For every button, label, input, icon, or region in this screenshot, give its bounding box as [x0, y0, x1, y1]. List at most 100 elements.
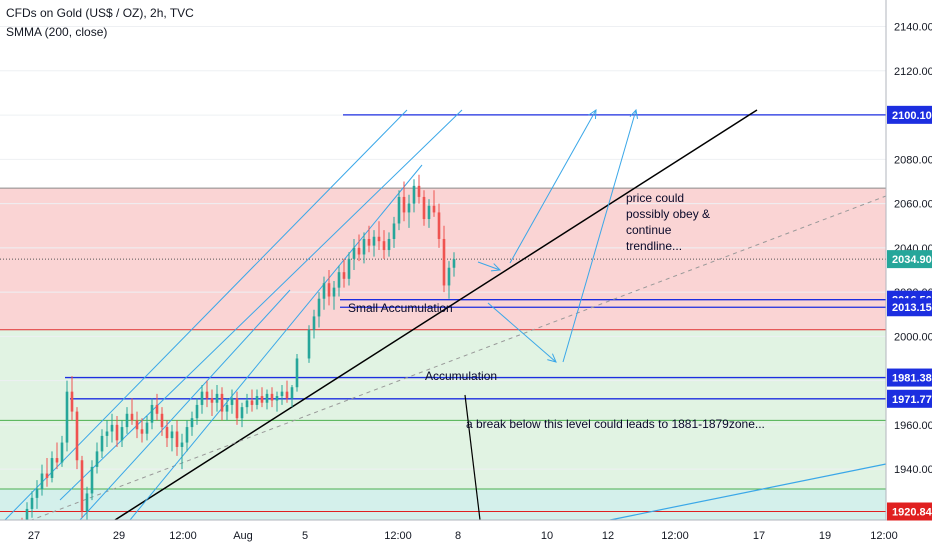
arrow-up-target-2-head — [629, 108, 638, 119]
x-tick-label: 27 — [28, 530, 40, 542]
y-tick-label: 1940.00 — [894, 464, 932, 476]
candle-body — [225, 404, 229, 412]
x-tick-label: 5 — [302, 530, 308, 542]
candle-body — [145, 422, 149, 434]
candle-body — [422, 196, 426, 220]
arrow-down-accumulation — [487, 302, 557, 363]
grid-layer — [0, 26, 886, 470]
candle-body — [210, 398, 214, 403]
candle-body — [60, 442, 64, 463]
dashed-trendline — [0, 195, 887, 533]
candle-body — [40, 473, 44, 490]
candle-body — [205, 391, 209, 399]
candle-body — [50, 458, 54, 478]
channel-line-1 — [4, 109, 408, 521]
candle-body — [235, 398, 239, 419]
candle-body — [110, 424, 114, 432]
channel-line-2 — [59, 109, 463, 501]
candle-body — [407, 203, 411, 213]
candle-body — [195, 404, 199, 419]
candle-body — [180, 442, 184, 447]
candle-body — [115, 424, 119, 441]
candle-body — [387, 238, 391, 251]
price-badge — [887, 502, 932, 521]
candle-body — [362, 238, 366, 255]
channel-line-4 — [129, 164, 423, 521]
drawings-layer — [0, 108, 887, 533]
x-tick-label: 12:00 — [169, 530, 197, 542]
candle-body — [230, 398, 234, 405]
candle-body — [260, 396, 264, 403]
arrow-to-trendline — [477, 261, 501, 271]
x-tick-label: 8 — [455, 530, 461, 542]
candle-body — [447, 267, 451, 286]
candle-body — [90, 466, 94, 494]
candle-body — [105, 431, 109, 436]
candle-body — [270, 393, 274, 401]
candle-body — [120, 427, 124, 441]
candle-body — [45, 473, 49, 478]
candle-body — [35, 489, 39, 498]
horizontal-levels-layer — [0, 114, 886, 513]
candle-body — [372, 236, 376, 246]
candle-body — [392, 223, 396, 239]
y-tick-label: 1960.00 — [894, 420, 932, 432]
y-tick-label: 2120.00 — [894, 66, 932, 78]
price-badge-label: 1981.38 — [892, 373, 932, 385]
price-badge-label: 2100.10 — [892, 110, 932, 122]
candle-body — [85, 493, 89, 512]
candle-body — [442, 238, 446, 286]
candle-body — [140, 429, 144, 434]
candle-body — [155, 404, 159, 414]
support-zone — [0, 329, 886, 490]
candle-body — [245, 400, 249, 408]
price-badge — [887, 250, 932, 269]
candle-body — [357, 247, 361, 255]
trendline-note-line: possibly obey & — [626, 207, 710, 221]
arrow-up-target-head — [588, 108, 597, 120]
x-tick-label: 19 — [819, 530, 831, 542]
y-tick-label: 2140.00 — [894, 22, 932, 34]
candle-body — [250, 400, 254, 405]
y-tick-label: 2080.00 — [894, 154, 932, 166]
candle-body — [150, 404, 154, 423]
x-tick-label: 12:00 — [384, 530, 412, 542]
candle-body — [215, 393, 219, 403]
price-badge-label: 1920.84 — [892, 507, 932, 519]
candle-body — [337, 272, 341, 288]
candle-body — [95, 451, 99, 467]
time-axis-bg — [0, 520, 932, 550]
candle-body — [275, 396, 279, 401]
candle-body — [317, 298, 321, 317]
price-badge — [887, 105, 932, 124]
price-badge-label: 2034.90 — [892, 254, 932, 266]
candle-body — [125, 413, 129, 428]
trendline-note-line: price could — [626, 191, 684, 205]
candle-body — [452, 259, 456, 268]
candle-body — [352, 247, 356, 259]
lower-trendline — [609, 463, 887, 521]
candle-body — [290, 387, 294, 399]
x-tick-label: 17 — [753, 530, 765, 542]
arrow-to-trendline-head — [490, 263, 502, 272]
x-tick-label: 10 — [541, 530, 553, 542]
accumulation-label: Accumulation — [425, 369, 497, 383]
candle-body — [175, 431, 179, 447]
candle-body — [377, 236, 381, 242]
candle-body — [70, 391, 74, 412]
candle-body — [75, 411, 79, 461]
candle-body — [55, 458, 59, 463]
candle-body — [240, 407, 244, 419]
candle-body — [135, 420, 139, 430]
candle-body — [100, 435, 104, 452]
candle-body — [200, 391, 204, 405]
candle-body — [80, 460, 84, 512]
candle-body — [307, 329, 311, 359]
candle-body — [170, 431, 174, 439]
candle-body — [220, 393, 224, 412]
candle-body — [130, 413, 134, 421]
small-accumulation-label: Small Accumulation — [348, 301, 453, 315]
arrow-up-target — [509, 109, 597, 264]
